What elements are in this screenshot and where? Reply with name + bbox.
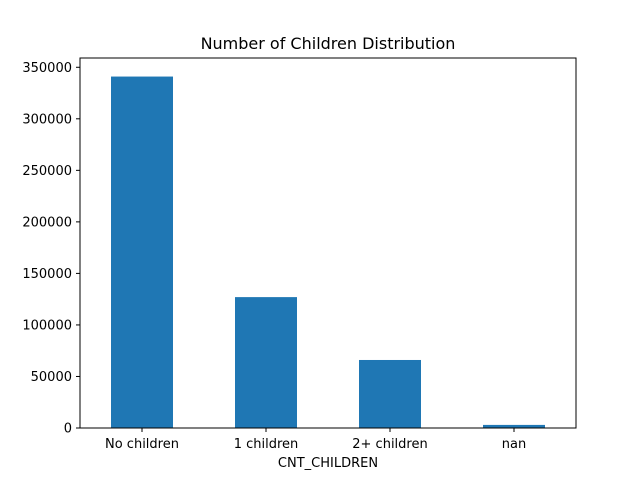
x-tick-label: 2+ children xyxy=(352,437,427,452)
x-tick-label: 1 children xyxy=(234,437,299,452)
plot-frame xyxy=(79,57,577,429)
x-axis: No children 1 children 2+ children nan xyxy=(105,428,526,452)
y-axis: 0 50000 100000 150000 200000 250000 300000 3500… xyxy=(22,61,80,437)
bar-0 xyxy=(111,76,173,429)
y-tick-label: 150000 xyxy=(22,267,72,282)
y-tick-label: 300000 xyxy=(22,112,72,127)
x-tick-label: No children xyxy=(105,437,179,452)
x-tick-label: nan xyxy=(502,437,526,452)
bar-2 xyxy=(359,359,421,428)
y-tick-label: 50000 xyxy=(31,370,72,385)
y-tick-label: 200000 xyxy=(22,215,72,230)
bar-3 xyxy=(483,424,545,428)
x-axis-title: CNT_CHILDREN xyxy=(278,456,378,471)
bars-group xyxy=(111,76,545,429)
y-tick-label: 100000 xyxy=(22,318,72,333)
y-tick-label: 0 xyxy=(64,422,72,437)
y-tick-label: 350000 xyxy=(22,61,72,76)
bar-1 xyxy=(235,297,297,428)
y-tick-label: 250000 xyxy=(22,164,72,179)
chart-title: Number of Children Distribution xyxy=(201,34,456,53)
